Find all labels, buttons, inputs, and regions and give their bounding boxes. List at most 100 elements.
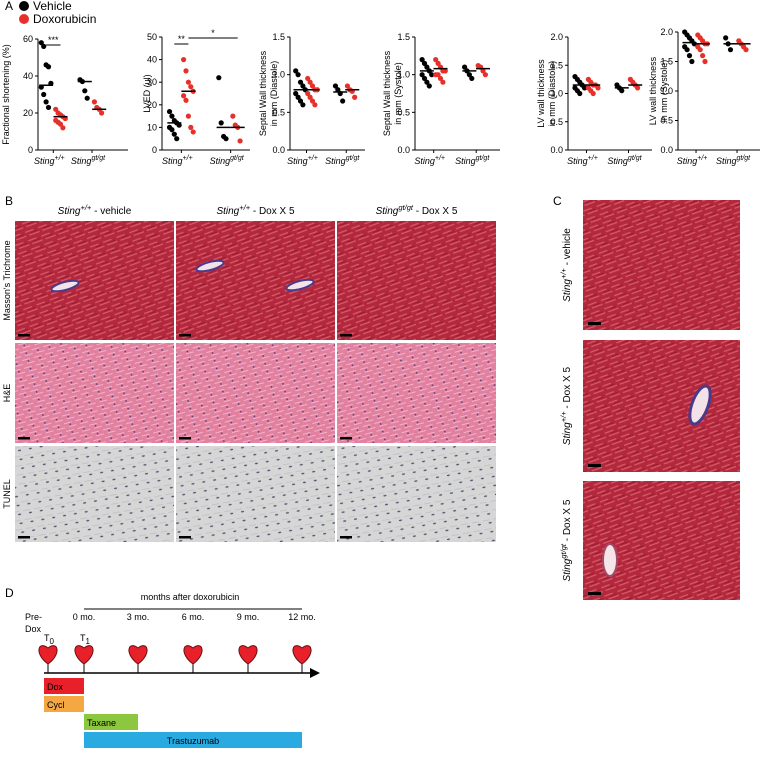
- data-point: [297, 98, 304, 104]
- data-point: [45, 104, 52, 111]
- gene: Sting: [34, 156, 55, 166]
- data-point: [43, 99, 49, 105]
- data-point: [41, 91, 47, 98]
- y-tick-label: 0.0: [397, 145, 410, 155]
- y-tick-label: 2.0: [660, 27, 673, 37]
- gene: Sting: [562, 279, 573, 302]
- data-point: [181, 93, 187, 99]
- gene: Sting: [562, 422, 573, 445]
- data-point: [344, 83, 351, 89]
- panel-label: D: [5, 586, 14, 600]
- data-point: [41, 43, 47, 50]
- genotype: gt/gt: [230, 155, 245, 162]
- scale-bar: [340, 536, 352, 539]
- data-point: [300, 102, 306, 108]
- vessel: [50, 279, 80, 293]
- data-point: [190, 129, 196, 135]
- time-label: 3 mo.: [127, 612, 150, 622]
- y-axis-label: Fractional shortening (%): [1, 44, 11, 145]
- data-point: [635, 85, 641, 91]
- legend-marker: [19, 14, 29, 24]
- column-header: Sting+/+ - Dox X 5: [216, 203, 295, 217]
- y-tick-label: 1.0: [397, 70, 410, 80]
- vessel: [285, 278, 315, 292]
- row-label: Stinggt/gt - Dox X 5: [559, 499, 573, 581]
- genotype: +/+: [559, 268, 568, 279]
- y-axis-label: in mm (Systole): [393, 62, 403, 125]
- genotype: gt/gt: [628, 155, 643, 162]
- data-point: [53, 106, 59, 112]
- treatment-label: Taxane: [87, 718, 116, 728]
- y-tick-label: 1.5: [397, 32, 410, 42]
- genotype: +/+: [308, 155, 318, 162]
- timepoint-letter: T: [80, 633, 86, 643]
- row-label: Masson's Trichrome: [2, 240, 12, 320]
- panel-label: B: [5, 194, 13, 208]
- micrograph: [337, 221, 496, 340]
- data-point: [700, 53, 706, 59]
- data-point: [442, 68, 448, 74]
- y-axis-label: in mm (Diastole): [547, 61, 557, 127]
- scale-bar: [18, 334, 30, 337]
- column-header: Stinggt/gt - Dox X 5: [376, 203, 458, 217]
- y-axis-label: Septal Wall thickness: [382, 50, 392, 136]
- data-point: [702, 58, 708, 65]
- y-tick-label: 20: [23, 108, 33, 118]
- data-point: [312, 102, 318, 108]
- x-tick-label: Sting+/+: [567, 155, 598, 166]
- genotype: gt/gt: [398, 203, 414, 212]
- y-tick-label: 20: [147, 100, 157, 110]
- data-point: [466, 72, 472, 78]
- y-tick-label: 0.0: [272, 145, 285, 155]
- x-tick-label: Stinggt/gt: [607, 155, 642, 166]
- y-tick-label: 1.0: [550, 89, 563, 99]
- vessel: [195, 259, 225, 273]
- scale-bar: [340, 334, 352, 337]
- data-point: [171, 131, 177, 137]
- condition: - Dox X 5: [250, 206, 295, 217]
- x-tick-label: Sting+/+: [677, 155, 708, 166]
- data-point: [480, 68, 486, 74]
- data-point: [309, 98, 316, 104]
- genotype: +/+: [239, 203, 250, 212]
- data-point: [469, 75, 475, 82]
- micrograph: [337, 343, 496, 443]
- scale-bar: [18, 536, 30, 539]
- significance-label: **: [178, 34, 186, 44]
- data-point: [216, 75, 222, 81]
- timepoint-index: 1: [86, 637, 91, 646]
- x-tick-label: Sting+/+: [162, 155, 193, 166]
- data-point: [295, 72, 301, 78]
- genotype: +/+: [80, 203, 91, 212]
- genotype: gt/gt: [559, 543, 568, 559]
- row-label: H&E: [2, 384, 12, 403]
- micrograph: [176, 343, 335, 443]
- gene: Sting: [287, 156, 308, 166]
- gene: Sting: [210, 156, 231, 166]
- data-point: [174, 136, 180, 142]
- treatment-bar: [84, 732, 302, 748]
- heart-icon: [238, 645, 258, 665]
- data-point: [237, 138, 243, 144]
- gene: Sting: [325, 156, 346, 166]
- condition: - vehicle: [562, 228, 573, 268]
- data-point: [697, 47, 703, 53]
- condition: - Dox X 5: [562, 499, 573, 544]
- genotype: gt/gt: [736, 155, 751, 162]
- data-point: [426, 83, 432, 89]
- y-axis-label: Septal Wall thickness: [258, 50, 268, 136]
- data-point: [218, 120, 224, 126]
- scale-bar: [179, 536, 191, 539]
- genotype: gt/gt: [476, 155, 491, 162]
- y-tick-label: 0.5: [660, 116, 673, 126]
- y-tick-label: 1.5: [660, 57, 673, 67]
- gene: Sting: [607, 156, 628, 166]
- micrograph: [15, 446, 174, 542]
- y-tick-label: 2.0: [550, 32, 563, 42]
- data-point: [352, 94, 358, 100]
- timepoint-label: T1: [80, 633, 91, 646]
- data-point: [91, 99, 97, 105]
- vessel: [688, 384, 712, 426]
- treatment-bar: [44, 678, 84, 694]
